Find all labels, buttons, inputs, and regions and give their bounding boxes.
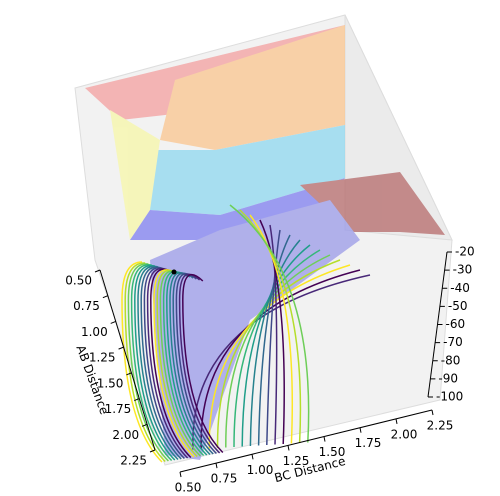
surface-patch	[130, 178, 345, 240]
surface-patch	[160, 25, 345, 150]
contour	[130, 264, 173, 462]
y-tick	[395, 418, 398, 424]
x-tick	[110, 320, 116, 324]
axes: AB Distance BC Distance 0.500.751.001.25…	[65, 245, 474, 495]
x-tick	[94, 269, 101, 273]
contour	[257, 234, 291, 446]
x-tick	[102, 295, 109, 299]
y-tick	[179, 471, 182, 478]
contour	[159, 270, 201, 457]
y-tick	[287, 445, 290, 451]
y-tick	[251, 454, 254, 460]
y-tick-label: 1.25	[283, 454, 310, 468]
x-tick-label: 1.25	[89, 351, 116, 365]
contour	[169, 272, 211, 456]
contour	[175, 273, 217, 455]
z-tick-label: -40	[450, 281, 470, 295]
x-tick-label: 0.50	[65, 274, 92, 288]
x-tick	[149, 449, 156, 453]
y-tick-label: 2.00	[391, 427, 418, 441]
surface-patch	[150, 200, 360, 460]
contour	[134, 264, 176, 461]
y-tick	[323, 436, 326, 442]
z-tick-label: -90	[438, 371, 458, 385]
contour	[140, 266, 182, 460]
contour	[178, 273, 221, 454]
contours	[121, 204, 371, 463]
y-tick-label: 1.75	[355, 436, 382, 450]
x-tick	[118, 346, 124, 350]
x-tick-label: 2.00	[112, 428, 139, 442]
contour	[216, 259, 341, 449]
contour	[162, 270, 205, 457]
contour	[249, 214, 294, 444]
contour	[146, 267, 189, 459]
x-tick	[126, 372, 132, 376]
contour	[137, 265, 179, 461]
y-tick-label: 0.75	[211, 472, 238, 486]
contour	[239, 209, 302, 444]
contour	[229, 204, 310, 443]
y-tick-label: 2.25	[427, 419, 454, 433]
z-tick-label: -80	[441, 353, 461, 367]
x-tick-label: 1.50	[97, 376, 124, 390]
contour	[266, 229, 281, 446]
x-tick-label: 2.25	[120, 454, 147, 468]
contour	[241, 244, 311, 447]
contour	[121, 261, 163, 463]
contour	[127, 263, 169, 462]
contour	[156, 269, 198, 458]
contour	[269, 224, 278, 445]
x-axis-line	[99, 269, 156, 451]
z-tick-label: -70	[443, 335, 463, 349]
x-tick-label: 1.00	[81, 325, 108, 339]
y-tick-label: 1.50	[319, 445, 346, 459]
surface-patch	[300, 172, 445, 235]
y-axis-line	[179, 409, 433, 473]
contour	[124, 262, 166, 463]
y-tick-label: 1.00	[247, 463, 274, 477]
surface-patch	[110, 110, 160, 240]
contour	[208, 264, 351, 449]
contour	[225, 254, 331, 448]
contour	[153, 269, 195, 458]
z-tick-label: -60	[446, 317, 466, 331]
contour	[192, 274, 371, 450]
x-tick	[141, 423, 148, 427]
contour	[259, 219, 285, 445]
contour	[143, 267, 185, 460]
contour	[172, 272, 214, 455]
y-tick	[359, 427, 362, 433]
contour	[233, 249, 321, 448]
x-tick-label: 1.75	[105, 402, 132, 416]
z-tick-label: -100	[436, 390, 463, 404]
z-tick-label: -20	[455, 245, 475, 259]
contour	[150, 268, 192, 459]
marker	[171, 269, 177, 275]
z-tick-label: -50	[448, 299, 468, 313]
y-tick	[215, 463, 218, 469]
z-tick-label: -30	[453, 263, 473, 277]
surface-patch	[140, 125, 345, 215]
contour	[249, 239, 301, 447]
y-tick-label: 0.50	[175, 481, 202, 495]
y-tick	[431, 409, 434, 416]
contour	[182, 274, 224, 454]
x-tick-label: 0.75	[73, 299, 100, 313]
surface	[85, 25, 445, 460]
contour	[200, 269, 361, 450]
x-tick	[134, 398, 140, 402]
